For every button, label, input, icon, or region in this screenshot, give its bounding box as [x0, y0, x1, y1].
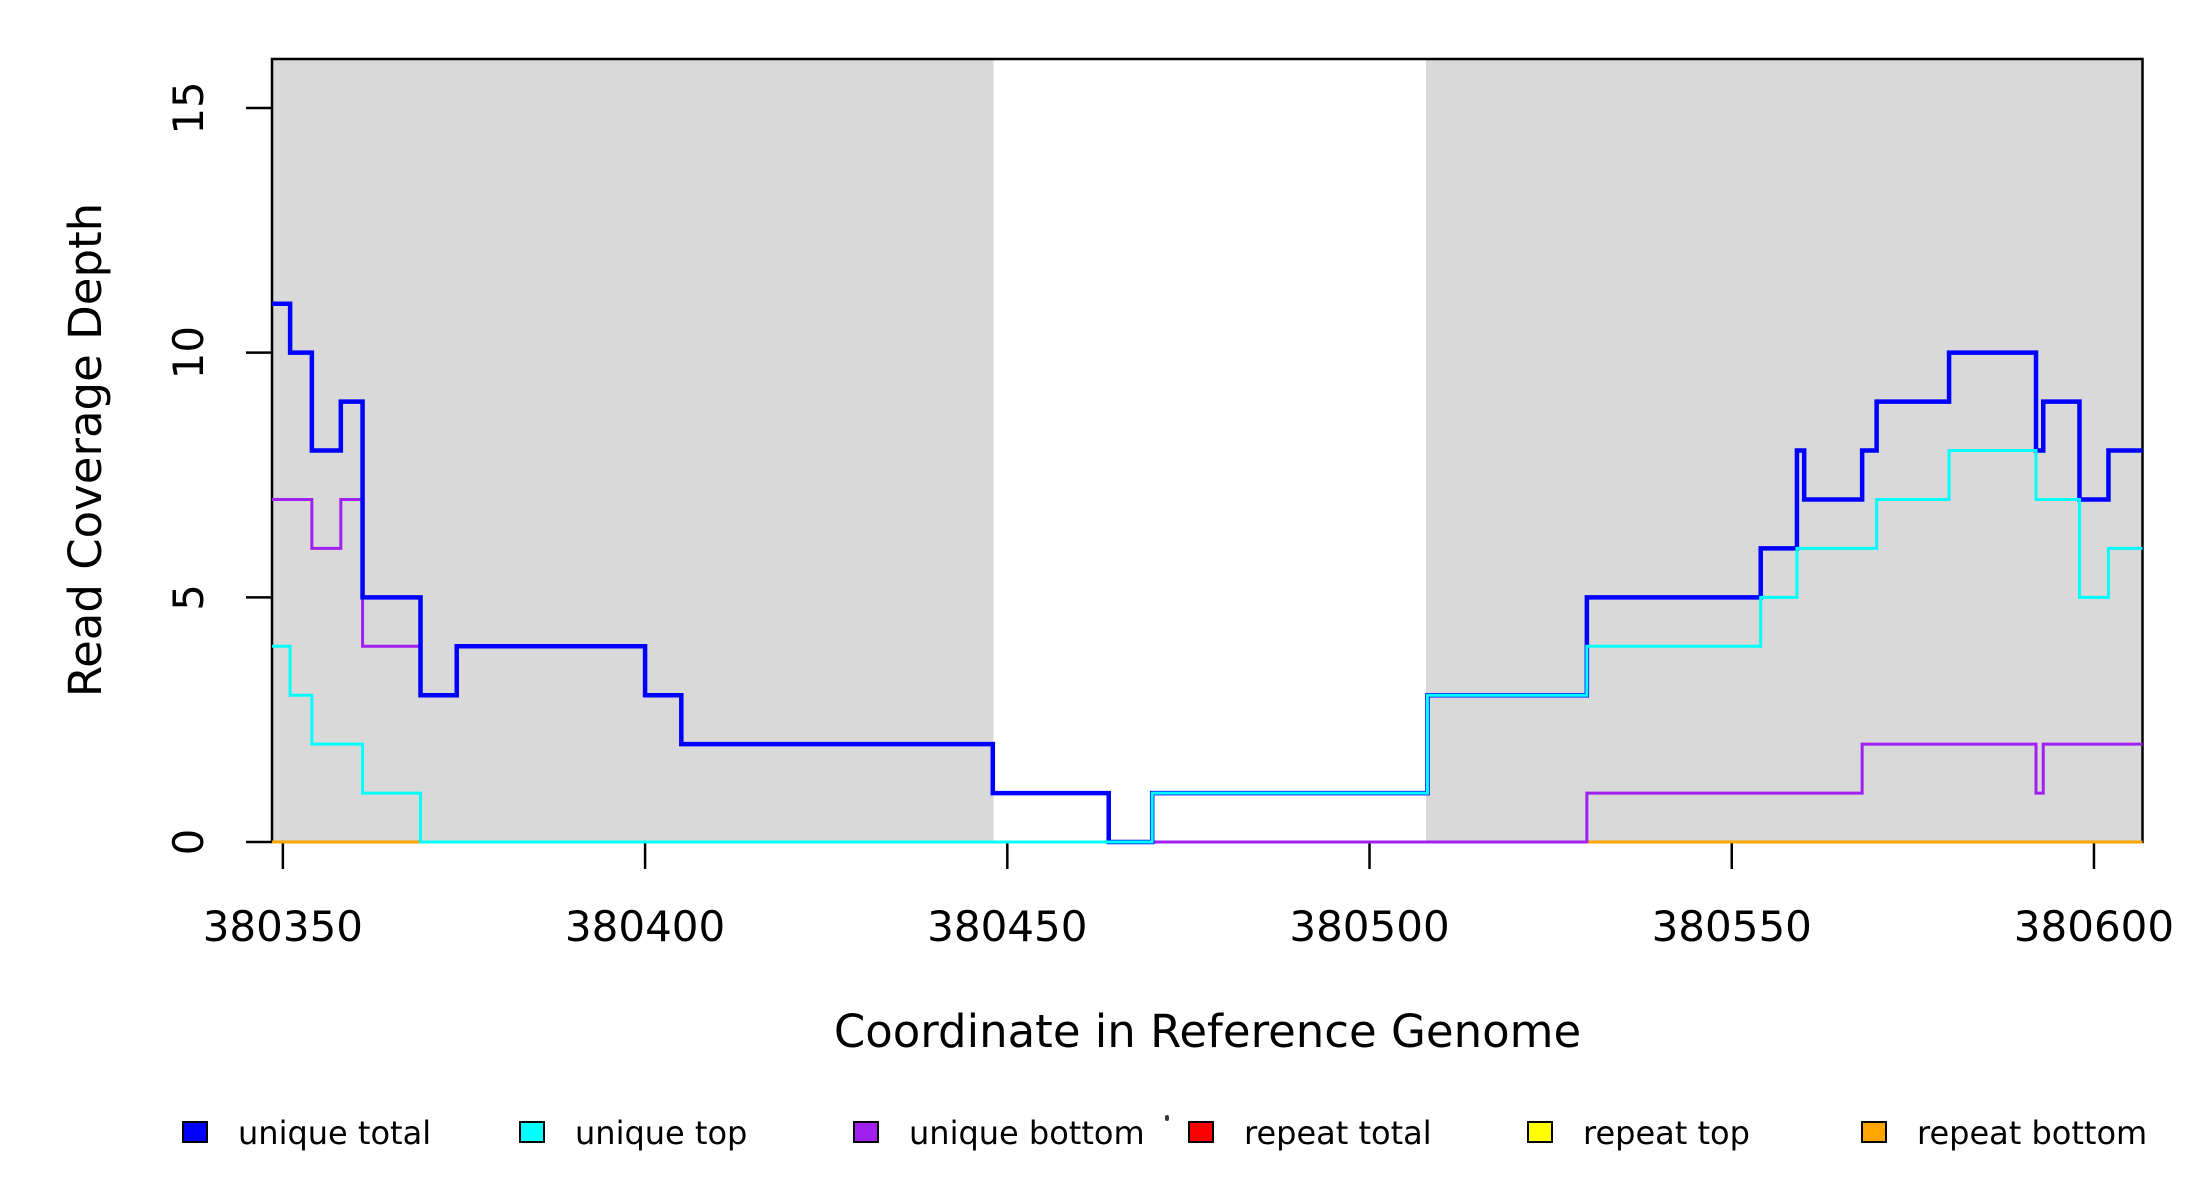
legend-swatch-unique-total — [182, 1121, 208, 1143]
x-tick-label: 380400 — [565, 902, 725, 951]
x-tick-label: 380350 — [203, 902, 363, 951]
y-axis-title: Read Coverage Depth — [59, 202, 112, 698]
y-tick-label: 0 — [164, 829, 213, 856]
x-tick-label: 380500 — [1289, 902, 1449, 951]
legend-label-unique-total: unique total — [238, 1114, 432, 1152]
legend-swatch-repeat-total — [1188, 1121, 1214, 1143]
legend-label-unique-top: unique top — [575, 1114, 748, 1152]
legend-swatch-unique-bottom — [853, 1121, 879, 1143]
x-axis-title: Coordinate in Reference Genome — [833, 1005, 1582, 1058]
stray-dot — [1165, 1115, 1169, 1121]
x-tick-label: 380550 — [1652, 902, 1812, 951]
legend-label-repeat-top: repeat top — [1583, 1114, 1750, 1152]
left-gray-region — [272, 59, 994, 842]
legend-swatch-repeat-bottom — [1861, 1121, 1887, 1143]
legend-swatch-unique-top — [519, 1121, 545, 1143]
y-tick-label: 15 — [164, 81, 213, 134]
y-tick-label: 10 — [164, 326, 213, 379]
legend-swatch-repeat-top — [1527, 1121, 1553, 1143]
legend-label-repeat-bottom: repeat bottom — [1917, 1114, 2148, 1152]
legend-label-unique-bottom: unique bottom — [909, 1114, 1145, 1152]
series-line-unique-top — [272, 449, 2143, 844]
y-tick-label: 5 — [164, 584, 213, 611]
x-tick-label: 380450 — [927, 902, 1087, 951]
x-tick-label: 380600 — [2014, 902, 2174, 951]
legend-label-repeat-total: repeat total — [1244, 1114, 1432, 1152]
